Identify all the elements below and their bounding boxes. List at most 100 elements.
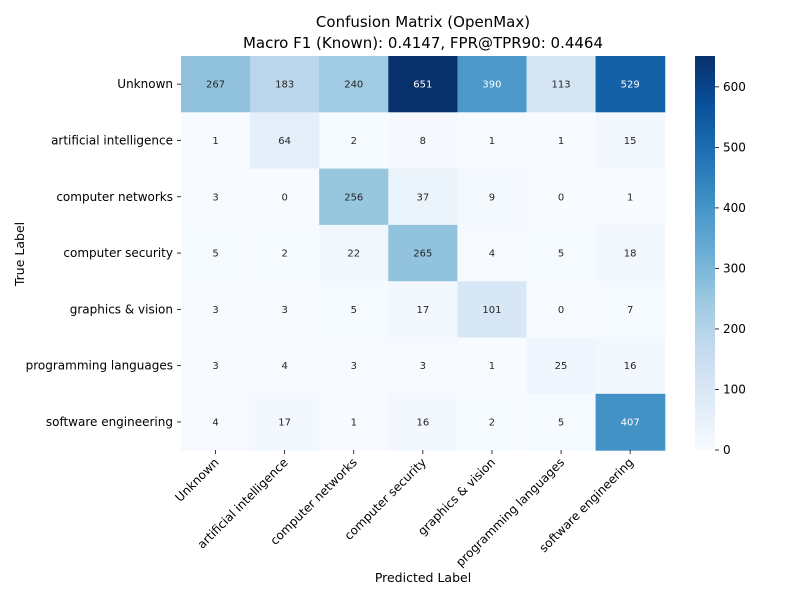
cell-value-label: 15 bbox=[624, 136, 637, 147]
cell-value-label: 1 bbox=[558, 136, 564, 147]
cell-value-label: 390 bbox=[482, 80, 501, 91]
heatmap-cell bbox=[526, 337, 597, 395]
cell-value-label: 256 bbox=[344, 192, 363, 203]
heatmap-cell bbox=[319, 281, 389, 339]
cell-value-label: 16 bbox=[624, 361, 637, 372]
heatmap-cell bbox=[388, 337, 458, 395]
cell-value-label: 3 bbox=[212, 305, 218, 316]
cell-value-label: 1 bbox=[212, 136, 218, 147]
cell-value-label: 25 bbox=[555, 361, 568, 372]
cell-value-label: 18 bbox=[624, 249, 637, 260]
cell-value-label: 0 bbox=[558, 305, 564, 316]
cell-value-label: 17 bbox=[416, 305, 429, 316]
cell-value-label: 5 bbox=[212, 249, 218, 260]
heatmap-cell bbox=[457, 393, 528, 451]
cell-value-label: 9 bbox=[489, 192, 495, 203]
cell-value-label: 265 bbox=[413, 249, 432, 260]
cell-value-label: 651 bbox=[413, 80, 432, 91]
cell-value-label: 5 bbox=[351, 305, 357, 316]
cell-value-label: 2 bbox=[281, 249, 287, 260]
heatmap-cell bbox=[526, 281, 597, 339]
colorbar-tick-label: 500 bbox=[723, 140, 746, 154]
colorbar bbox=[695, 56, 715, 450]
heatmap-cell bbox=[526, 168, 597, 226]
cell-value-label: 101 bbox=[482, 305, 501, 316]
heatmap-cell bbox=[250, 224, 320, 282]
y-tick-label: computer networks bbox=[56, 190, 173, 204]
heatmap-cell bbox=[388, 112, 458, 170]
heatmap-cell bbox=[319, 56, 389, 113]
heatmap-cell bbox=[388, 224, 458, 282]
y-tick-labels: Unknown artificial intelligence computer n… bbox=[26, 77, 181, 429]
cell-value-label: 4 bbox=[281, 361, 287, 372]
cell-value-label: 0 bbox=[558, 192, 564, 203]
y-tick-label: software engineering bbox=[46, 415, 173, 429]
y-tick-label: programming languages bbox=[26, 359, 173, 373]
heatmap-cell bbox=[319, 112, 389, 170]
cell-value-label: 529 bbox=[621, 80, 640, 91]
cell-value-label: 113 bbox=[552, 80, 571, 91]
heatmap-cell bbox=[250, 112, 320, 170]
cell-value-label: 3 bbox=[212, 192, 218, 203]
cell-value-label: 5 bbox=[558, 417, 564, 428]
cell-value-label: 16 bbox=[416, 417, 429, 428]
colorbar-ticks: 0 100 200 300 400 500 600 bbox=[715, 80, 746, 457]
cell-value-label: 1 bbox=[489, 136, 495, 147]
cell-value-label: 0 bbox=[281, 192, 287, 203]
cell-value-label: 407 bbox=[621, 417, 640, 428]
heatmap-cell bbox=[181, 168, 251, 226]
cell-value-label: 3 bbox=[281, 305, 287, 316]
heatmap-cell bbox=[181, 56, 251, 113]
heatmap-cell bbox=[595, 337, 666, 395]
cell-value-label: 22 bbox=[347, 249, 360, 260]
y-tick-label: graphics & vision bbox=[70, 302, 173, 316]
cell-value-label: 1 bbox=[489, 361, 495, 372]
heatmap-cell bbox=[181, 393, 251, 451]
cell-value-label: 3 bbox=[212, 361, 218, 372]
cell-value-label: 267 bbox=[206, 80, 225, 91]
heatmap-cell bbox=[526, 393, 597, 451]
heatmap-cell bbox=[595, 281, 666, 339]
heatmap-cell bbox=[526, 56, 597, 113]
heatmap-cell bbox=[457, 56, 528, 113]
chart-title: Confusion Matrix (OpenMax) bbox=[316, 13, 530, 31]
y-axis-label: True Label bbox=[12, 222, 27, 287]
cell-value-label: 3 bbox=[351, 361, 357, 372]
heatmap-cell bbox=[319, 224, 389, 282]
x-axis-label: Predicted Label bbox=[375, 570, 471, 585]
heatmap-cell bbox=[526, 224, 597, 282]
heatmap-cell bbox=[250, 281, 320, 339]
cell-value-label: 1 bbox=[627, 192, 633, 203]
heatmap-cell bbox=[250, 337, 320, 395]
cell-value-label: 5 bbox=[558, 249, 564, 260]
colorbar-tick-label: 0 bbox=[723, 443, 731, 457]
heatmap-cell bbox=[319, 168, 389, 226]
cell-value-label: 2 bbox=[351, 136, 357, 147]
heatmap-cell bbox=[457, 224, 528, 282]
colorbar-tick-label: 200 bbox=[723, 322, 746, 336]
heatmap-cell bbox=[457, 281, 528, 339]
heatmap-cell bbox=[388, 168, 458, 226]
heatmap-cell bbox=[595, 224, 666, 282]
cell-value-label: 64 bbox=[278, 136, 291, 147]
heatmap-cell bbox=[526, 112, 597, 170]
heatmap-cell bbox=[181, 224, 251, 282]
heatmap-cell bbox=[319, 337, 389, 395]
cell-value-label: 37 bbox=[416, 192, 429, 203]
cell-value-label: 240 bbox=[344, 80, 363, 91]
cell-value-label: 7 bbox=[627, 305, 633, 316]
colorbar-tick-label: 300 bbox=[723, 261, 746, 275]
colorbar-tick-label: 400 bbox=[723, 201, 746, 215]
heatmap-cell bbox=[250, 56, 320, 113]
cell-value-label: 8 bbox=[420, 136, 426, 147]
heatmap-cell bbox=[595, 112, 666, 170]
colorbar-tick-label: 100 bbox=[723, 382, 746, 396]
heatmap-cell bbox=[457, 337, 528, 395]
y-tick-label: artificial intelligence bbox=[51, 133, 173, 147]
heatmap-cell bbox=[250, 168, 320, 226]
colorbar-tick-label: 600 bbox=[723, 80, 746, 94]
